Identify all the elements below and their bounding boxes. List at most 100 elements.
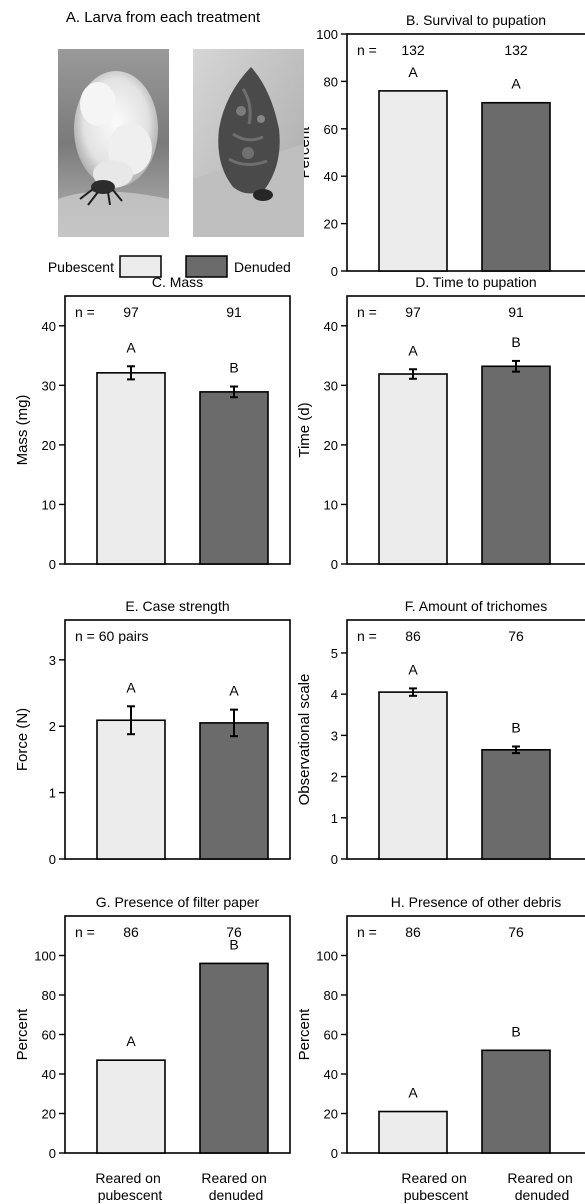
y-tick-label: 3 <box>331 728 338 743</box>
sample-size-prefix: n = 60 pairs <box>75 628 149 644</box>
sample-size-value: 91 <box>508 304 524 320</box>
sample-size-value: 97 <box>123 304 139 320</box>
sample-size-value: 91 <box>226 304 242 320</box>
bar-pubescent <box>378 90 448 272</box>
larva-photo-denuded <box>193 49 304 237</box>
y-axis-label: Observational scale <box>296 674 313 806</box>
y-tick-label: 60 <box>42 1028 56 1043</box>
y-tick-label: 4 <box>331 687 338 702</box>
panel-title: F. Amount of trichomes <box>405 598 547 614</box>
group-label-reared-on-pubescent-right: Reared on pubescent <box>401 1170 470 1203</box>
panel-title: B. Survival to pupation <box>406 12 546 28</box>
y-tick-label: 40 <box>324 169 338 184</box>
bar-denuded <box>481 101 551 272</box>
bar-denuded <box>481 1049 551 1154</box>
sample-size-value: 97 <box>405 304 421 320</box>
y-tick-label: 1 <box>49 786 56 801</box>
y-tick-label: 30 <box>324 378 338 393</box>
y-tick-label: 0 <box>49 852 56 867</box>
group-label-line: Reared on <box>201 1170 266 1186</box>
bar-pubescent <box>378 1110 448 1154</box>
bar-denuded <box>199 722 269 860</box>
significance-letter: A <box>229 683 239 699</box>
plot-frame <box>346 619 585 860</box>
panel-b: B. Survival to pupation020406080100Perce… <box>296 12 585 279</box>
significance-letter: A <box>126 1033 136 1049</box>
group-label-reared-on-pubescent-left: Reared on pubescent <box>95 1170 164 1203</box>
sample-size-prefix: n = <box>357 924 377 940</box>
sample-size-prefix: n = <box>75 304 95 320</box>
bar-pubescent <box>96 372 166 565</box>
bar-denuded <box>199 962 269 1154</box>
y-tick-label: 40 <box>42 319 56 334</box>
larva-photo-pubescent <box>58 49 169 237</box>
y-axis-label: Force (N) <box>14 708 31 771</box>
y-tick-label: 0 <box>331 264 338 279</box>
y-tick-label: 0 <box>49 1146 56 1161</box>
panel-e: E. Case strength 0 1 2 3 Force (N) A An = 60 pa… <box>14 598 291 867</box>
y-axis-label: Mass (mg) <box>14 395 31 466</box>
y-tick-label: 20 <box>324 217 338 232</box>
group-label-line: pubescent <box>404 1187 469 1203</box>
y-tick-label: 40 <box>324 1067 338 1082</box>
x-axis-group-labels-left-column: Reared on pubescent Reared on denuded <box>95 1170 270 1203</box>
y-tick-label: 20 <box>324 438 338 453</box>
panel-f: F. Amount of trichomes 0 1 2 3 4 5 Observationa… <box>296 598 585 867</box>
y-tick-label: 5 <box>331 646 338 661</box>
y-tick-label: 3 <box>49 653 56 668</box>
y-axis-label: Time (d) <box>296 402 313 457</box>
significance-letter: B <box>511 334 520 350</box>
sample-size-value: 76 <box>226 924 242 940</box>
y-tick-label: 30 <box>42 378 56 393</box>
y-tick-label: 100 <box>316 27 338 42</box>
y-tick-label: 20 <box>42 1107 56 1122</box>
y-axis-label: Percent <box>14 1008 31 1061</box>
bar-denuded <box>481 749 551 860</box>
group-label-reared-on-denuded-right: Reared on denuded <box>507 1170 576 1203</box>
panel-title: E. Case strength <box>125 598 229 614</box>
bar-denuded <box>481 365 551 565</box>
bar-pubescent <box>96 719 166 860</box>
sample-size-value: 76 <box>508 924 524 940</box>
panel-title: C. Mass <box>152 274 203 290</box>
significance-letter: A <box>126 679 136 695</box>
y-tick-label: 100 <box>34 949 56 964</box>
bar-pubescent <box>378 373 448 565</box>
significance-letter: B <box>511 1023 520 1039</box>
panel-d: D. Time to pupation 0 10 20 30 40 Time (d) A Bn … <box>296 274 585 572</box>
y-tick-label: 60 <box>324 122 338 137</box>
significance-letter: A <box>511 76 521 92</box>
y-tick-label: 60 <box>324 1028 338 1043</box>
group-label-line: pubescent <box>98 1187 163 1203</box>
significance-letter: A <box>408 1085 418 1101</box>
group-label-reared-on-denuded-left: Reared on denuded <box>201 1170 270 1203</box>
y-tick-label: 0 <box>331 852 338 867</box>
legend: Pubescent Denuded <box>48 255 291 278</box>
sample-size-value: 86 <box>405 924 421 940</box>
sample-size-value: 132 <box>401 42 425 58</box>
significance-letter: B <box>229 360 238 376</box>
significance-letter: A <box>408 64 418 80</box>
y-tick-label: 0 <box>331 1146 338 1161</box>
sample-size-prefix: n = <box>357 628 377 644</box>
panel-title: G. Presence of filter paper <box>96 894 260 910</box>
sample-size-value: 86 <box>405 628 421 644</box>
y-tick-label: 10 <box>324 497 338 512</box>
y-tick-label: 1 <box>331 811 338 826</box>
plot-frame <box>346 295 585 565</box>
significance-letter: B <box>511 720 520 736</box>
legend-swatch-denuded <box>185 255 228 278</box>
significance-letter: A <box>408 342 418 358</box>
group-label-line: Reared on <box>507 1170 572 1186</box>
y-axis-label: Percent <box>296 1008 313 1061</box>
panel-c: C. Mass 0 10 20 30 40 Mass (mg) A Bn = 97 91 <box>14 274 291 572</box>
group-label-line: Reared on <box>95 1170 160 1186</box>
y-tick-label: 0 <box>331 557 338 572</box>
y-tick-label: 20 <box>324 1107 338 1122</box>
sample-size-prefix: n = <box>357 42 377 58</box>
sample-size-prefix: n = <box>357 304 377 320</box>
group-label-line: denuded <box>209 1187 264 1203</box>
panel-title: H. Presence of other debris <box>391 894 561 910</box>
bar-pubescent <box>96 1059 166 1154</box>
